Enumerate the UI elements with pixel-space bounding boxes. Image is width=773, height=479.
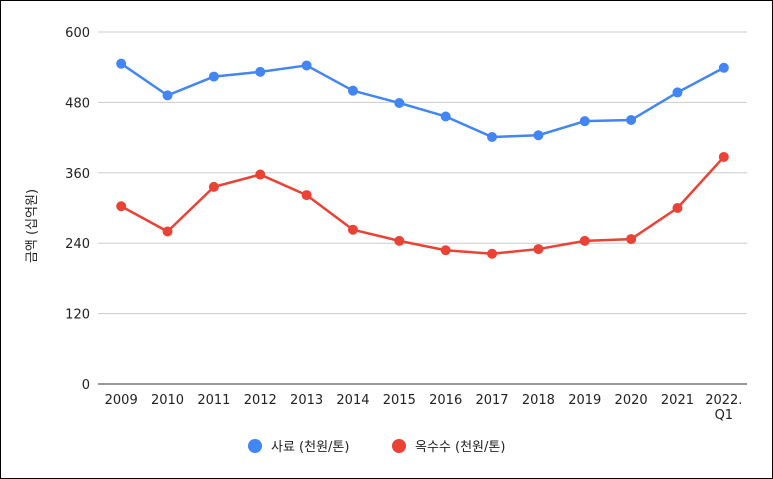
data-point	[533, 244, 544, 255]
data-point	[718, 151, 729, 162]
x-tick-label: 2011	[197, 393, 230, 408]
data-point	[301, 190, 312, 201]
y-axis-ticks: 0 120 240 360 480 600	[65, 26, 90, 393]
legend: 사료 (천원/톤) 옥수수 (천원/톤)	[248, 439, 505, 455]
series-line	[120, 156, 725, 256]
data-point	[672, 203, 683, 213]
series-1	[116, 58, 729, 143]
data-point	[394, 97, 405, 108]
x-tick-label: 2009	[105, 393, 138, 408]
x-tick-label: 2019	[568, 393, 601, 408]
series-layer	[116, 58, 729, 259]
data-point	[116, 201, 127, 212]
y-tick-label: 360	[65, 167, 90, 182]
data-point	[672, 87, 683, 98]
data-point	[162, 90, 173, 101]
data-point	[579, 116, 590, 127]
x-tick-label: 2020	[615, 393, 648, 408]
data-point	[162, 226, 173, 237]
data-point	[116, 58, 127, 69]
y-tick-label: 240	[65, 237, 90, 252]
data-point	[208, 181, 219, 192]
x-tick-label: 2015	[383, 393, 416, 408]
legend-marker	[248, 439, 262, 453]
legend-label: 옥수수 (천원/톤)	[415, 440, 505, 455]
data-point	[255, 66, 266, 77]
data-point	[394, 235, 405, 246]
data-point	[626, 115, 637, 125]
series-2	[116, 151, 729, 259]
data-point	[301, 60, 312, 71]
data-point	[347, 224, 358, 235]
data-point	[718, 62, 729, 73]
y-tick-label: 0	[82, 378, 90, 393]
data-point	[347, 85, 358, 96]
gridlines	[98, 31, 747, 385]
legend-marker	[392, 439, 406, 453]
x-tick-label: 2010	[151, 393, 184, 408]
data-point	[626, 234, 637, 245]
data-point	[487, 248, 498, 259]
data-point	[255, 169, 266, 180]
x-axis-ticks: 2009 2010 2011 2012 2013 2014 2015 2016 2017 2018…	[105, 393, 743, 423]
x-tick-label: 2016	[429, 393, 462, 408]
series-line	[120, 62, 725, 139]
data-point	[440, 245, 451, 256]
data-point	[579, 235, 590, 246]
y-tick-label: 480	[65, 96, 90, 111]
legend-item: 사료 (천원/톤)	[248, 439, 349, 455]
data-point	[487, 132, 498, 143]
y-tick-label: 600	[65, 26, 90, 41]
data-point	[533, 130, 544, 141]
x-tick-label: 2022. Q1	[705, 393, 742, 423]
legend-label: 사료 (천원/톤)	[271, 440, 349, 455]
x-tick-label: 2018	[522, 393, 555, 408]
data-point	[440, 111, 451, 122]
x-tick-label: 2021	[661, 393, 694, 408]
y-tick-label: 120	[65, 308, 90, 323]
x-tick-label: 2013	[290, 393, 323, 408]
x-tick-label: 2014	[336, 393, 369, 408]
legend-item: 옥수수 (천원/톤)	[392, 439, 505, 455]
x-tick-label: 2012	[244, 393, 277, 408]
y-axis-title: 금액 (십억원)	[25, 189, 40, 263]
data-point	[208, 71, 219, 82]
x-tick-label: 2017	[475, 393, 508, 408]
